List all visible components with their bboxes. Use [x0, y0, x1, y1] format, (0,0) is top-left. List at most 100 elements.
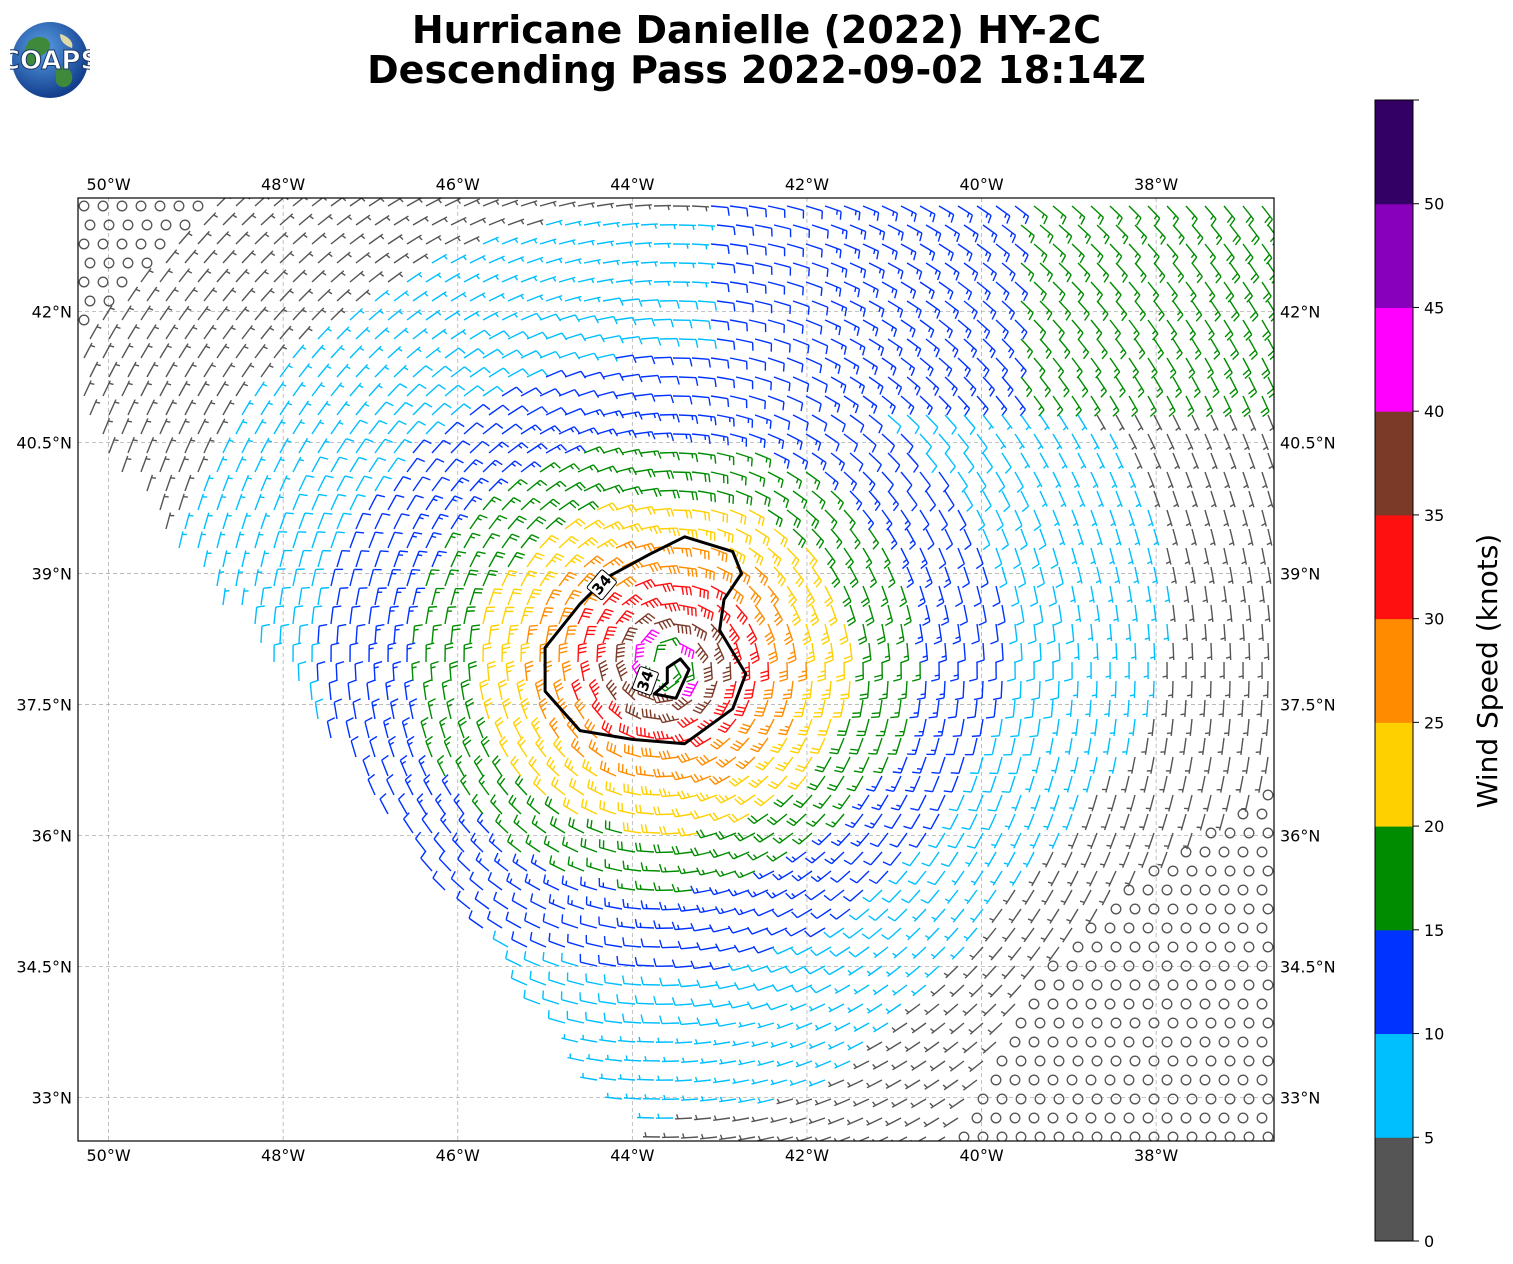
wind-barb: [1077, 262, 1091, 283]
wind-barb: [713, 642, 725, 665]
wind-barb: [571, 678, 582, 701]
wind-barb: [767, 547, 782, 567]
wind-barb: [1161, 922, 1173, 934]
wind-barb: [1147, 357, 1158, 379]
wind-barb: [642, 1094, 661, 1100]
wind-barb: [487, 872, 503, 891]
wind-barb: [564, 625, 577, 644]
wind-barb: [1077, 452, 1087, 469]
wind-barb: [1191, 338, 1202, 360]
lon-label-top: 38°W: [1134, 175, 1178, 194]
wind-barb: [1248, 490, 1255, 508]
wind-barb: [792, 338, 810, 354]
wind-barb: [811, 376, 828, 393]
wind-barb: [146, 286, 160, 302]
wind-barb: [924, 965, 940, 978]
wind-barb: [881, 319, 898, 338]
wind-barb: [1033, 281, 1047, 302]
wind-barb: [945, 737, 959, 756]
wind-barb: [596, 608, 614, 625]
wind-barb: [1205, 979, 1217, 991]
wind-barb: [1115, 490, 1123, 508]
wind-barb: [672, 623, 692, 635]
wind-barb: [653, 996, 674, 1005]
wind-barb: [216, 456, 228, 473]
wind-barb: [1128, 243, 1142, 264]
wind-barb: [526, 516, 547, 530]
wind-barb: [184, 324, 198, 340]
wind-barb: [140, 267, 154, 283]
wind-barb: [605, 781, 623, 796]
wind-barb: [203, 324, 217, 340]
wind-barb: [279, 549, 293, 568]
wind-barb: [1123, 1074, 1135, 1086]
wind-barb: [387, 420, 407, 435]
wind-barb: [1091, 1131, 1103, 1141]
wind-barb: [84, 257, 96, 269]
wind-barb: [1021, 927, 1035, 943]
wind-barb: [1180, 1036, 1192, 1048]
wind-barb: [1071, 509, 1079, 527]
wind-barb: [640, 261, 659, 267]
wind-barb: [602, 557, 624, 568]
wind-barb: [97, 200, 109, 212]
wind-barb: [577, 202, 595, 208]
wind-barb: [1132, 604, 1138, 622]
wind-barb: [216, 569, 225, 587]
wind-barb: [1266, 528, 1273, 546]
wind-barb: [1258, 623, 1264, 642]
wind-barb: [622, 975, 642, 986]
wind-barb: [83, 380, 95, 397]
wind-barb: [1185, 281, 1197, 303]
wind-barb: [451, 832, 465, 853]
wind-barb: [911, 984, 927, 997]
wind-barb: [254, 269, 269, 283]
wind-barb: [963, 262, 979, 281]
wind-barb: [1085, 998, 1097, 1010]
wind-barb: [1034, 604, 1044, 626]
wind-barb: [558, 276, 576, 283]
wind-barb: [330, 270, 346, 283]
wind-barb: [507, 330, 530, 340]
wind-barb: [784, 965, 807, 974]
wind-barb: [482, 532, 501, 549]
wind-barb: [672, 205, 691, 211]
wind-barb: [580, 1034, 598, 1043]
wind-barb: [754, 604, 766, 626]
colorbar-segment: [1375, 1033, 1413, 1138]
wind-barb: [317, 400, 331, 416]
wind-barb: [1046, 946, 1060, 962]
wind-barb: [1148, 1093, 1160, 1105]
wind-barb: [501, 423, 523, 435]
wind-barb: [843, 243, 861, 259]
wind-barb: [920, 889, 940, 904]
wind-barb: [963, 452, 975, 474]
wind-barb: [709, 775, 731, 785]
wind-barb: [862, 205, 880, 221]
wind-barb: [1106, 832, 1117, 850]
wind-barb: [1085, 908, 1098, 925]
wind-barb: [906, 452, 919, 473]
wind-barb: [634, 578, 657, 590]
wind-barb: [393, 475, 412, 492]
wind-barb: [1191, 414, 1200, 432]
wind-barb: [634, 468, 656, 478]
wind-barb: [1206, 642, 1213, 661]
wind-barb: [349, 456, 367, 473]
wind-barb: [1087, 623, 1094, 641]
wind-barb: [1105, 661, 1111, 680]
wind-barb: [438, 851, 452, 872]
wind-barb: [545, 553, 565, 568]
wind-barb: [695, 829, 718, 839]
wind-barb: [625, 703, 642, 720]
wind-barb: [754, 300, 773, 314]
wind-barb: [473, 755, 484, 777]
wind-barb: [501, 606, 515, 625]
wind-barb: [1210, 376, 1220, 399]
wind-barb: [197, 305, 211, 321]
wind-barb: [881, 509, 893, 531]
wind-barb: [1185, 433, 1194, 451]
wind-barb: [1129, 680, 1136, 699]
wind-barb: [406, 642, 416, 663]
wind-barb: [586, 1054, 604, 1062]
